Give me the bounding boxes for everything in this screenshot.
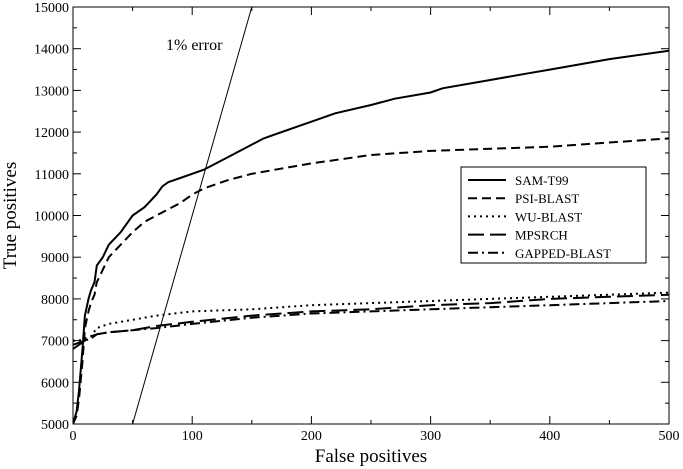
- legend-box: [460, 166, 647, 264]
- legend-label: GAPPED-BLAST: [515, 246, 611, 261]
- y-tick-label: 10000: [34, 210, 69, 225]
- annotation-layer: 1% error: [132, 7, 253, 424]
- y-tick-label: 5000: [41, 418, 69, 433]
- y-tick-label: 13000: [34, 84, 69, 99]
- x-tick-label: 200: [301, 429, 322, 444]
- series-line-mpsrch: [73, 293, 669, 350]
- legend-label: SAM-T99: [515, 173, 568, 188]
- series-line-psi-blast: [73, 137, 669, 424]
- y-axis-title: True positives: [0, 162, 21, 270]
- series-layer: [73, 49, 669, 424]
- series-line-wu-blast: [73, 291, 669, 342]
- series-line-sam-t99: [73, 49, 669, 424]
- y-tick-label: 7000: [41, 335, 69, 350]
- y-tick-label: 14000: [34, 43, 69, 58]
- x-tick-label: 100: [182, 429, 203, 444]
- legend: SAM-T99 PSI-BLAST WU-BLAST MPSRCH GAPPED-BLA…: [460, 166, 647, 264]
- x-tick-label: 400: [539, 429, 560, 444]
- x-tick-label: 300: [420, 429, 441, 444]
- x-tick-label: 0: [70, 429, 77, 444]
- plot-area: 0 100 200 300 400 500 5000 6000 7000 8000 9000 1000…: [34, 1, 680, 444]
- series-line-gapped-blast: [73, 300, 669, 346]
- one-percent-error-label: 1% error: [166, 37, 223, 54]
- legend-label: WU-BLAST: [515, 209, 582, 224]
- one-percent-error-line: [132, 7, 253, 424]
- y-tick-label: 15000: [34, 1, 69, 16]
- x-axis-title: False positives: [315, 446, 427, 467]
- legend-label: PSI-BLAST: [515, 191, 579, 206]
- x-tick-label: 500: [659, 429, 680, 444]
- y-tick-label: 12000: [34, 126, 69, 141]
- y-tick-label: 6000: [41, 376, 69, 391]
- y-tick-label: 8000: [41, 293, 69, 308]
- y-tick-label: 11000: [35, 168, 69, 183]
- y-tick-label: 9000: [41, 251, 69, 266]
- legend-label: MPSRCH: [515, 228, 568, 243]
